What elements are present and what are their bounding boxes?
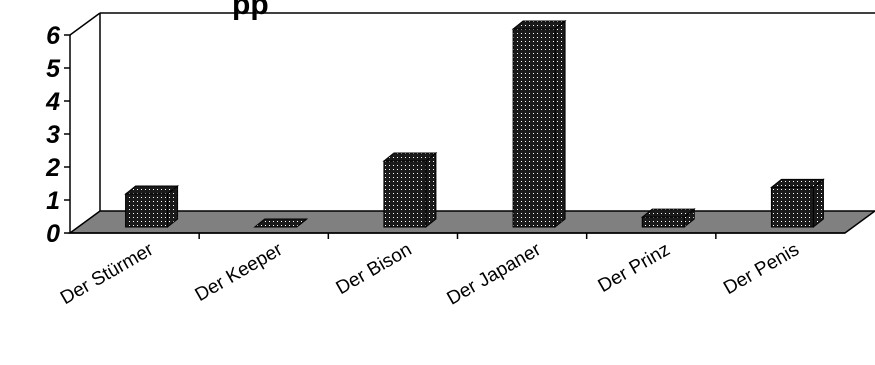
x-tick-label: Der Japaner — [444, 239, 546, 310]
bar-top-face — [382, 152, 438, 162]
bar-front-face — [383, 160, 427, 228]
y-tick-label: 2 — [45, 154, 60, 182]
bar — [511, 19, 567, 229]
bar-side-face — [425, 151, 437, 229]
bar-top-face — [124, 185, 180, 195]
bar-side-face — [554, 19, 566, 229]
x-tick-label: Der Prinz — [595, 239, 674, 297]
bar-front-face — [125, 193, 169, 228]
y-tick-label: 3 — [46, 121, 60, 149]
x-tick-label: Der Stürmer — [57, 239, 158, 309]
y-tick-label: 0 — [46, 220, 60, 248]
bar-top-face — [253, 218, 309, 228]
y-tick-label: 5 — [46, 55, 61, 83]
bar-front-face — [770, 186, 814, 228]
y-axis-ticks: 0 1 2 3 4 5 6 — [45, 22, 70, 248]
x-tick-label: Der Keeper — [192, 239, 287, 306]
y-tick-label: 1 — [46, 187, 60, 215]
chart-frame — [67, 12, 875, 234]
bar-front-face — [641, 216, 685, 228]
bar-front-face — [512, 28, 556, 228]
bar — [640, 208, 696, 229]
y-tick-label: 6 — [46, 22, 61, 50]
bar-top-face — [511, 20, 567, 30]
x-tick-label: Der Bison — [333, 239, 416, 299]
side-wall-top-edge — [69, 12, 101, 36]
bar — [382, 151, 438, 229]
chart-title-fragment: pp — [232, 0, 269, 21]
x-tick-label: Der Penis — [720, 239, 803, 299]
bar — [253, 218, 309, 228]
bar-top-face — [640, 208, 696, 218]
bar-series — [124, 19, 825, 229]
x-axis-ticks: Der Stürmer Der Keeper Der Bison Der Japane… — [57, 233, 803, 310]
y-tick-label: 4 — [45, 88, 60, 116]
bar-top-face — [769, 178, 825, 188]
bar — [124, 184, 180, 229]
chart-floor — [67, 210, 875, 234]
bar — [769, 178, 825, 229]
